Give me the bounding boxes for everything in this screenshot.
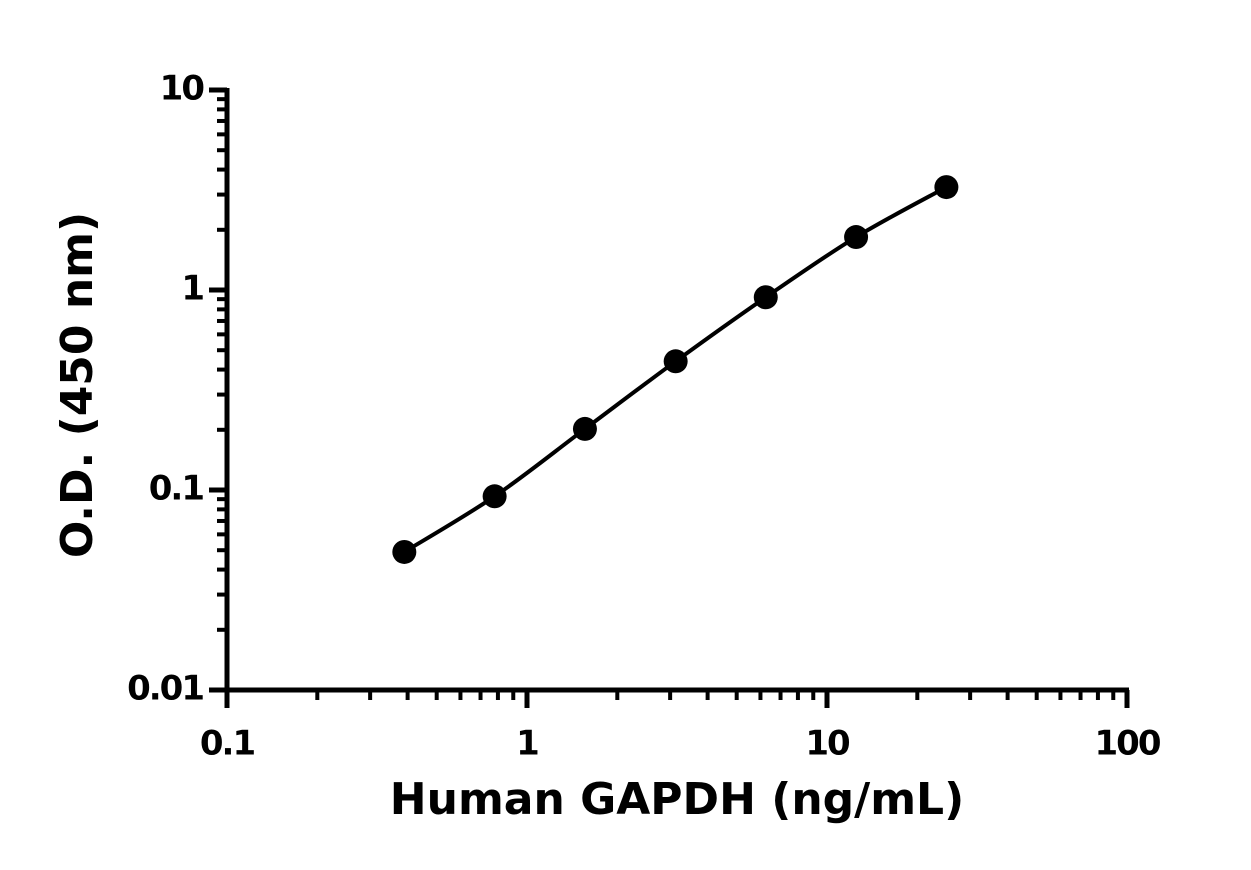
y-tick-label: 0.1 (149, 469, 204, 509)
data-point (572, 416, 597, 441)
x-tick-label: 100 (1095, 724, 1161, 764)
data-point (753, 285, 778, 310)
data-point (934, 175, 959, 200)
data-point (663, 349, 688, 374)
data-point (844, 225, 869, 250)
x-tick-label: 1 (516, 724, 538, 764)
x-tick-label: 0.1 (200, 724, 255, 764)
y-tick-label: 1 (181, 269, 203, 309)
y-tick-label: 10 (160, 69, 205, 109)
x-tick-label: 10 (805, 724, 850, 764)
y-axis-title: O.D. (450 nm) (52, 212, 103, 558)
data-point (392, 539, 417, 564)
x-axis-title: Human GAPDH (ng/mL) (390, 774, 964, 825)
data-point (482, 484, 507, 509)
y-tick-label: 0.01 (127, 669, 203, 709)
